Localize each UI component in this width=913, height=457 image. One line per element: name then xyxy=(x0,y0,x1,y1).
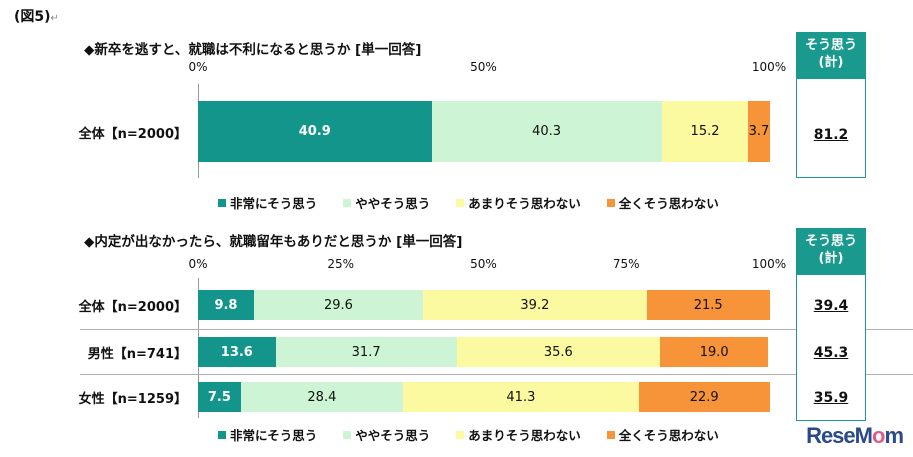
chart2-data-label: 41.3 xyxy=(506,389,536,405)
chart2-summary-box: そう思う (計) 39.4 45.3 35.9 xyxy=(796,228,866,421)
chart2-data-label: 31.7 xyxy=(351,344,381,360)
chart1-legend-label: ややそう思う xyxy=(355,196,431,211)
chart2-legend-label: 非常にそう思う xyxy=(230,428,318,443)
chart2-legend-swatch xyxy=(343,430,352,439)
chart2-summary-header-line: (計) xyxy=(818,251,844,266)
chart2-legend-swatch xyxy=(218,430,226,439)
chart2-bar-segment: 39.2 xyxy=(422,290,647,320)
chart2-data-label: 35.6 xyxy=(543,344,573,360)
chart1-summary-header: そう思う (計) xyxy=(797,33,865,79)
chart2-legend-label: ややそう思う xyxy=(355,428,431,443)
chart1-summary-value: 81.2 xyxy=(813,127,849,143)
chart2-bar-segment: 35.6 xyxy=(456,337,660,367)
chart1-data-label: 40.9 xyxy=(298,124,331,139)
chart2-tick-label: 75% xyxy=(612,257,640,271)
chart1-data-label: 3.7 xyxy=(748,124,770,139)
chart1-legend: 非常にそう思う ややそう思う あまりそう思わない 全くそう思わない xyxy=(218,193,745,212)
chart2-bar-segment: 13.6 xyxy=(198,337,276,367)
chart2-bar-segment: 22.9 xyxy=(638,382,770,412)
chart1-legend-label: 非常にそう思う xyxy=(230,196,318,211)
chart2-row-divider xyxy=(80,374,913,375)
chart2-legend-item: 全くそう思わない xyxy=(606,425,719,444)
return-mark-icon: ↵ xyxy=(50,13,59,24)
chart1-title: ◆新卒を逃すと、就職は不利になると思うか [単一回答] xyxy=(84,42,422,58)
chart2-summary-value: 35.9 xyxy=(813,390,849,406)
chart2-legend-label: あまりそう思わない xyxy=(468,428,581,443)
chart1-legend-swatch xyxy=(606,198,615,207)
chart1-legend-label: あまりそう思わない xyxy=(468,196,581,211)
chart1-tick-label: 100% xyxy=(751,60,787,74)
resemom-logo: ReseMom xyxy=(806,423,904,448)
chart1-bar-segment: 15.2 xyxy=(661,101,749,162)
chart2-tick-label: 100% xyxy=(751,257,787,271)
chart2-data-label: 28.4 xyxy=(307,389,337,405)
chart1-legend-swatch xyxy=(218,198,226,207)
chart2-tick-label: 50% xyxy=(470,257,497,271)
chart2-row-label: 女性【n=1259】 xyxy=(78,392,187,407)
chart1-data-label: 40.3 xyxy=(532,124,562,139)
chart2-bar-segment: 28.4 xyxy=(240,382,403,412)
chart2-summary-header-line: そう思う xyxy=(804,234,857,249)
figure-label: (図5)↵ xyxy=(14,6,59,26)
chart2-summary-header: そう思う (計) xyxy=(797,229,865,275)
chart1-summary-box: そう思う (計) 81.2 xyxy=(796,32,866,178)
chart2-bar-segment: 41.3 xyxy=(402,382,639,412)
chart2-row-label: 男性【n=741】 xyxy=(87,347,187,362)
chart2-data-label: 13.6 xyxy=(220,344,253,360)
chart2-bar-segment: 9.8 xyxy=(198,290,254,320)
chart1-row-label: 全体【n=2000】 xyxy=(78,126,187,142)
chart1-tick-label: 50% xyxy=(470,60,497,74)
chart2-legend-label: 全くそう思わない xyxy=(618,428,719,443)
chart1-legend-label: 全くそう思わない xyxy=(618,196,719,211)
figure-label-text: (図5) xyxy=(14,9,51,25)
chart2-legend: 非常にそう思う ややそう思う あまりそう思わない 全くそう思わない xyxy=(218,425,745,444)
chart1-legend-swatch xyxy=(456,198,465,207)
chart1-legend-item: あまりそう思わない xyxy=(456,193,581,212)
chart2-bar-segment: 29.6 xyxy=(253,290,423,320)
chart2-title: ◆内定が出なかったら、就職留年もありだと思うか [単一回答] xyxy=(84,234,463,250)
chart1-legend-swatch xyxy=(343,198,352,207)
chart2-summary-value: 45.3 xyxy=(813,345,849,361)
chart1-tick-label: 0% xyxy=(188,60,208,74)
chart2-data-label: 22.9 xyxy=(689,389,719,405)
chart2-tick-label: 0% xyxy=(188,257,208,271)
chart2-data-label: 21.5 xyxy=(693,297,723,313)
chart2-data-label: 7.5 xyxy=(207,389,231,405)
chart1-data-label: 15.2 xyxy=(690,124,720,139)
chart2-tick-label: 25% xyxy=(327,257,355,271)
chart2-bar-segment: 31.7 xyxy=(275,337,457,367)
chart2-summary-value: 39.4 xyxy=(813,298,849,314)
chart2-data-label: 29.6 xyxy=(323,297,353,313)
chart2-data-label: 9.8 xyxy=(214,297,238,313)
chart1-legend-item: 非常にそう思う xyxy=(218,193,317,212)
chart2-legend-item: ややそう思う xyxy=(343,425,430,444)
chart2-legend-item: 非常にそう思う xyxy=(218,425,317,444)
chart1-legend-item: 全くそう思わない xyxy=(606,193,719,212)
chart2-legend-item: あまりそう思わない xyxy=(456,425,581,444)
chart1-bar-segment: 40.3 xyxy=(431,101,662,162)
chart2-bar-segment: 7.5 xyxy=(198,382,241,412)
chart2-legend-swatch xyxy=(606,430,615,439)
chart2-data-label: 39.2 xyxy=(520,297,550,313)
chart1-bar-segment: 40.9 xyxy=(198,101,432,162)
chart1-bar-segment: 3.7 xyxy=(748,101,770,162)
chart2-row-divider xyxy=(80,329,913,330)
chart2-data-label: 19.0 xyxy=(699,344,729,360)
chart1-summary-header-line: そう思う xyxy=(804,38,857,53)
chart2-row-label: 全体【n=2000】 xyxy=(78,300,187,315)
chart1-summary-header-line: (計) xyxy=(818,55,844,70)
chart2-legend-swatch xyxy=(456,430,465,439)
chart2-bar-segment: 19.0 xyxy=(659,337,769,367)
chart1-legend-item: ややそう思う xyxy=(343,193,430,212)
chart2-bar-segment: 21.5 xyxy=(646,290,770,320)
